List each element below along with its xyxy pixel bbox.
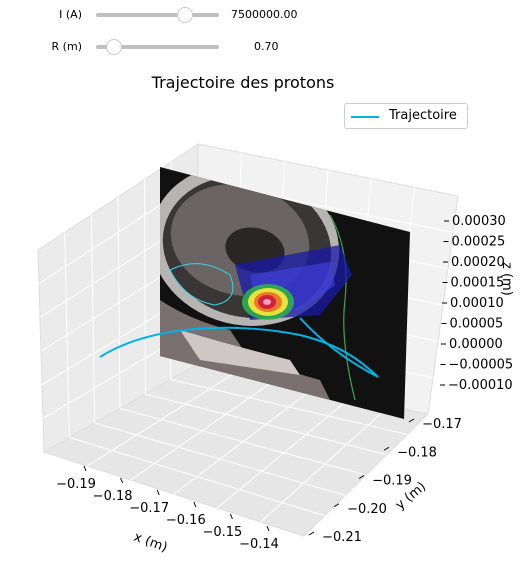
z-tick-label: 0.00015 bbox=[451, 276, 505, 291]
z-tick-label: 0.00020 bbox=[451, 255, 505, 270]
x-tick-mark bbox=[266, 525, 270, 532]
slider-radius-knob[interactable] bbox=[106, 39, 123, 55]
slider-radius-label: R (m) bbox=[51, 40, 82, 53]
y-tick-mark bbox=[383, 446, 390, 451]
x-tick-mark bbox=[193, 501, 197, 508]
x-tick-label: −0.19 bbox=[56, 477, 96, 492]
legend-swatch bbox=[351, 116, 379, 118]
floor-grid-y bbox=[170, 379, 408, 435]
slider-current-label: I (A) bbox=[59, 8, 82, 21]
z-tick-label: −0.00005 bbox=[449, 358, 514, 373]
slider-radius-row: R (m) 0.70 bbox=[0, 37, 526, 57]
chart-title: Trajectoire des protons bbox=[151, 73, 335, 92]
slider-current-track[interactable] bbox=[96, 13, 219, 17]
z-tick-label: 0.00030 bbox=[452, 214, 506, 229]
z-tick-label: 0.00025 bbox=[452, 235, 506, 250]
z-tick-label: 0.00010 bbox=[450, 296, 504, 311]
z-tick-label: 0.00000 bbox=[449, 337, 503, 352]
x-tick-mark bbox=[120, 477, 124, 484]
x-axis: −0.19−0.18−0.17−0.16−0.15−0.14 bbox=[56, 465, 279, 552]
y-tick-mark bbox=[333, 503, 340, 508]
y-tick-label: −0.17 bbox=[422, 417, 462, 432]
z-axis-label: z (m) bbox=[499, 262, 514, 296]
y-tick-label: −0.19 bbox=[372, 474, 412, 489]
legend: Trajectoire bbox=[344, 103, 468, 129]
y-tick-label: −0.20 bbox=[347, 502, 387, 517]
z-tick-label: −0.00010 bbox=[448, 378, 513, 393]
x-tick-label: −0.14 bbox=[239, 537, 279, 552]
y-tick-mark bbox=[308, 531, 315, 536]
y-axis: −0.17 −0.18 −0.19 −0.20 −0.21 bbox=[308, 417, 462, 545]
y-tick-mark bbox=[408, 418, 415, 423]
slider-radius-track[interactable] bbox=[96, 45, 219, 49]
y-tick-label: −0.18 bbox=[397, 445, 437, 460]
slider-current-row: I (A) 7500000.00 bbox=[0, 5, 526, 25]
x-tick-mark bbox=[229, 513, 233, 520]
x-tick-label: −0.18 bbox=[93, 489, 133, 504]
x-tick-mark bbox=[156, 489, 160, 496]
legend-label: Trajectoire bbox=[389, 108, 457, 123]
slider-radius-value: 0.70 bbox=[254, 40, 279, 53]
x-tick-label: −0.15 bbox=[202, 525, 242, 540]
slider-current-value: 7500000.00 bbox=[231, 8, 298, 21]
x-tick-label: −0.16 bbox=[166, 513, 206, 528]
y-tick-label: −0.21 bbox=[322, 530, 362, 545]
z-axis: 0.00030 0.00025 0.00020 0.00015 0.00010 0.000… bbox=[440, 214, 513, 393]
left-grid-y bbox=[144, 179, 146, 395]
trajectory-line bbox=[99, 317, 379, 378]
x-tick-label: −0.17 bbox=[129, 501, 169, 516]
slider-current-knob[interactable] bbox=[176, 7, 193, 23]
x-axis-label: x (m) bbox=[132, 530, 170, 556]
y-tick-mark bbox=[358, 475, 365, 479]
x-tick-mark bbox=[83, 465, 87, 472]
z-tick-label: 0.00005 bbox=[450, 317, 504, 332]
